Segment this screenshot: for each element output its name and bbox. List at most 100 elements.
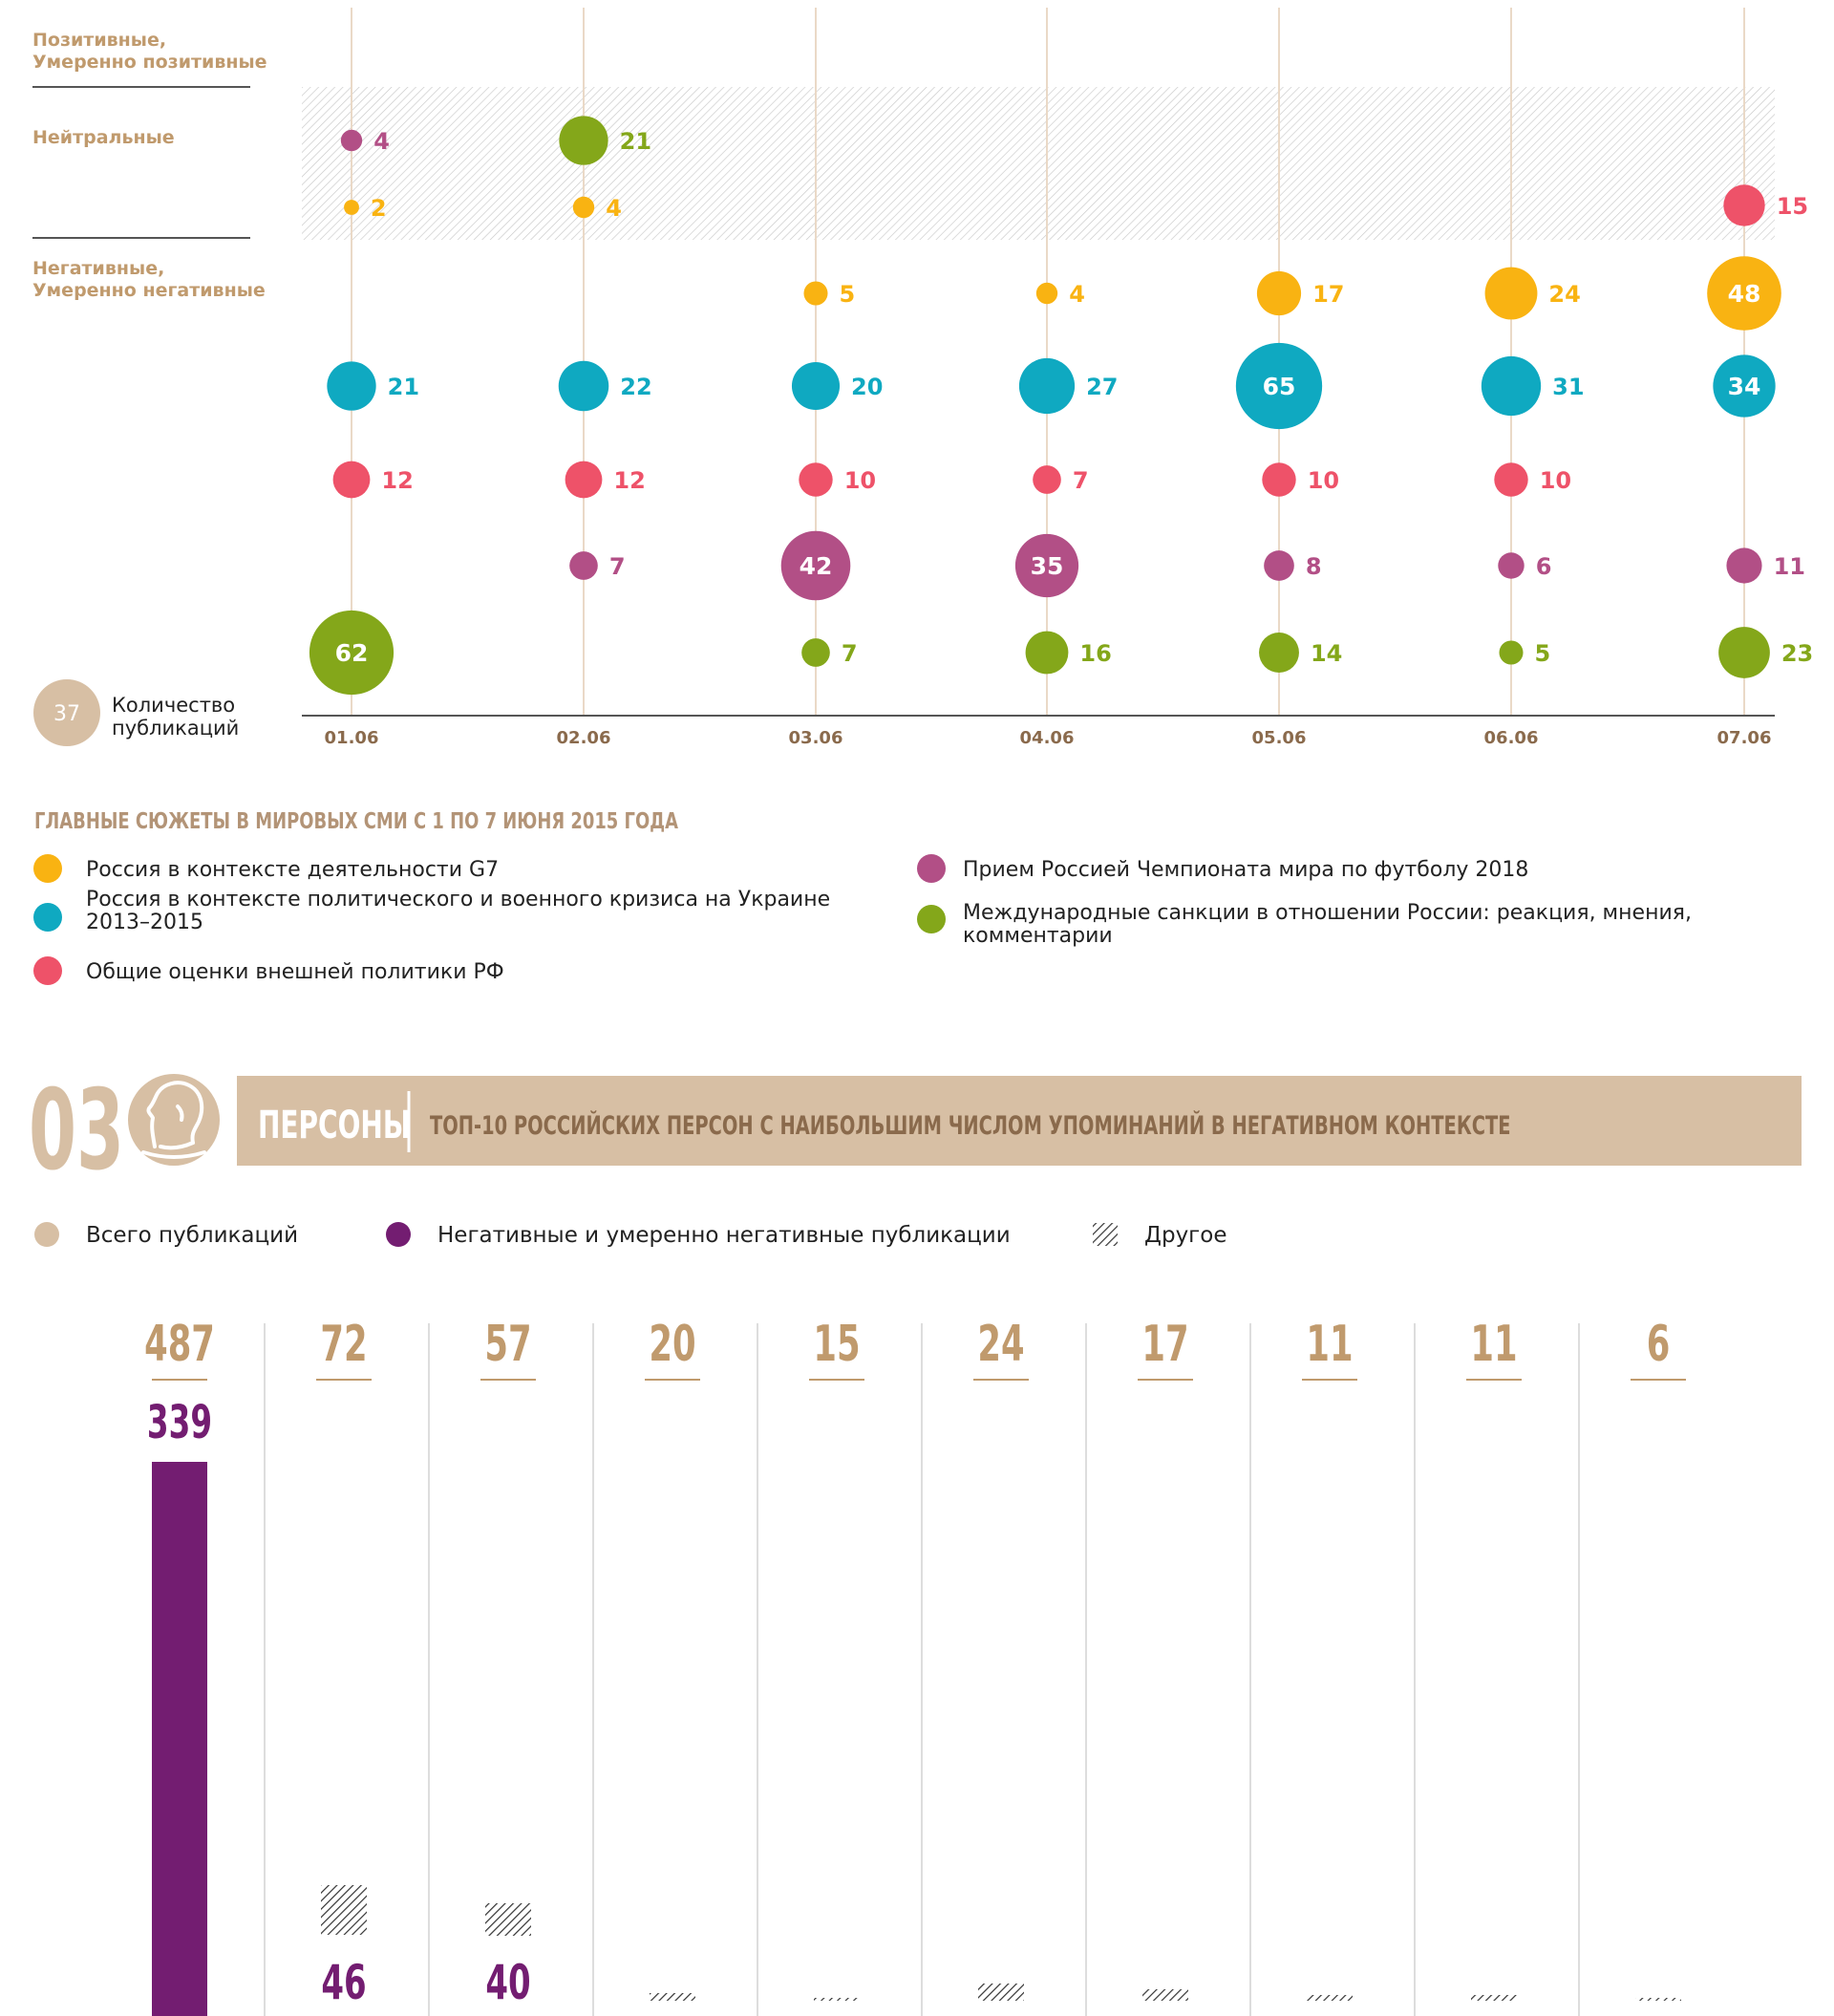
bubble-g7 <box>1256 270 1302 316</box>
bubble-value-label: 42 <box>800 552 833 580</box>
x-tick-label: 06.06 <box>1484 728 1539 748</box>
total-value-label: 11 <box>1470 1316 1517 1373</box>
bubble-g7 <box>1035 282 1058 305</box>
bubble-value-label: 7 <box>842 640 858 667</box>
other-bar <box>1142 1989 1188 2001</box>
bubble-value-label: 48 <box>1728 280 1761 308</box>
topic-legend-label-g7: Россия в контексте деятельности G7 <box>86 858 499 882</box>
bubble-worldcup <box>1264 550 1294 581</box>
bubble-ukraine <box>558 360 609 412</box>
tonality-axis: Позитивные, Умеренно позитивные Нейтральн… <box>32 30 267 301</box>
bubble-value-label: 4 <box>373 128 390 155</box>
total-value-label: 24 <box>977 1316 1024 1373</box>
bubble-value-label: 20 <box>851 374 883 400</box>
x-tick-label: 05.06 <box>1252 728 1307 748</box>
bubble-g7 <box>572 196 595 219</box>
total-value-label: 487 <box>144 1316 215 1373</box>
bubble-value-label: 8 <box>1306 553 1322 580</box>
bubble-value-label: 16 <box>1079 640 1111 667</box>
bubble-ukraine <box>1713 354 1776 418</box>
size-legend-value: 37 <box>53 702 80 726</box>
topic-legend-dot-ukraine <box>33 903 62 932</box>
bubble-worldcup <box>1014 533 1079 598</box>
bubble-value-label: 10 <box>1540 467 1571 494</box>
total-value-label: 17 <box>1141 1316 1188 1373</box>
bubble-value-label: 31 <box>1552 374 1584 400</box>
bubble-value-label: 23 <box>1781 640 1813 667</box>
neutral-tonality-label: Нейтральные <box>32 127 175 148</box>
x-tick-label: 04.06 <box>1020 728 1075 748</box>
bubble-value-label: 5 <box>840 281 856 308</box>
bubble-ukraine <box>327 361 376 411</box>
x-tick-label: 03.06 <box>789 728 843 748</box>
bubble-ukraine <box>1481 355 1542 417</box>
other-bar <box>485 1903 531 1936</box>
bubble-sanctions <box>1025 631 1069 675</box>
bubble-value-label: 4 <box>606 195 622 222</box>
bubble-value-label: 34 <box>1728 373 1761 400</box>
bubble-worldcup <box>340 129 363 152</box>
bubble-value-label: 21 <box>620 128 651 155</box>
bubble-g7 <box>1707 256 1781 331</box>
x-axis-tick-labels: 01.06 02.06 03.06 04.06 05.06 06.06 07.06 <box>325 728 1772 748</box>
bubble-value-label: 11 <box>1774 553 1805 580</box>
bubble-value-label: 4 <box>1069 281 1085 308</box>
bubble-foreign <box>1723 184 1765 226</box>
negative-value-label: 46 <box>321 1955 366 2010</box>
bubble-value-label: 2 <box>371 195 387 222</box>
bubble-worldcup <box>1498 552 1525 579</box>
person-head-icon <box>141 1081 206 1159</box>
bubble-sanctions <box>1718 627 1770 678</box>
bubble-foreign <box>1494 462 1528 497</box>
negative-value-label: 40 <box>485 1955 530 2010</box>
negative-legend-dot <box>386 1222 411 1247</box>
other-bar <box>978 1984 1024 2001</box>
other-bar <box>1471 1995 1517 2001</box>
other-bar <box>1635 1998 1681 2001</box>
topic-legend-dot-g7 <box>33 854 62 883</box>
x-tick-label: 01.06 <box>325 728 379 748</box>
bubble-sanctions <box>309 610 395 696</box>
bubble-value-label: 24 <box>1548 281 1580 308</box>
x-tick-label: 02.06 <box>557 728 611 748</box>
size-legend-circle <box>33 679 100 746</box>
bubble-value-label: 15 <box>1777 193 1808 220</box>
size-legend-label: Количество публикаций <box>112 694 239 740</box>
total-value-label: 72 <box>320 1316 367 1373</box>
negative-value-label: 339 <box>147 1396 212 1449</box>
bubble-foreign <box>1033 465 1061 494</box>
neutral-band <box>302 87 1775 240</box>
topic-legend-label-sanctions: Международные санкции в отношении России… <box>963 901 1692 948</box>
bubble-value-label: 17 <box>1312 281 1344 308</box>
topic-legend-dot-worldcup <box>917 854 946 883</box>
bubble-worldcup <box>569 551 598 580</box>
bubble-value-label: 7 <box>609 553 626 580</box>
other-legend-label: Другое <box>1144 1223 1227 1248</box>
size-legend: 37 Количество публикаций <box>33 679 239 746</box>
bubble-foreign <box>565 461 603 499</box>
bubble-sanctions <box>1499 640 1524 665</box>
negative-bar <box>152 1462 207 2016</box>
section-header: 03 ПЕРСОНЫ ТОП-10 РОССИЙСКИХ ПЕРСОН С НА… <box>29 1065 1802 1195</box>
section-number: 03 <box>29 1065 124 1195</box>
total-value-label: 20 <box>649 1316 695 1373</box>
bubble-value-label: 14 <box>1311 640 1342 667</box>
total-value-label: 11 <box>1306 1316 1353 1373</box>
total-legend-label: Всего публикаций <box>86 1223 298 1248</box>
total-value-label: 57 <box>484 1316 531 1373</box>
bubble-value-label: 5 <box>1535 640 1551 667</box>
total-value-label: 15 <box>813 1316 860 1373</box>
bubble-sanctions <box>1259 633 1299 673</box>
bubble-foreign <box>799 462 833 497</box>
other-legend-swatch <box>1093 1223 1118 1246</box>
topic-legend-label-worldcup: Прием Россией Чемпионата мира по футболу… <box>963 858 1528 882</box>
x-tick-label: 07.06 <box>1717 728 1772 748</box>
other-bar <box>1307 1995 1353 2001</box>
bubble-foreign <box>1262 462 1296 497</box>
total-value-label: 6 <box>1647 1316 1671 1373</box>
total-legend-dot <box>34 1222 59 1247</box>
bubble-value-label: 35 <box>1031 552 1064 580</box>
bubble-worldcup <box>1726 547 1762 584</box>
bubble-value-label: 7 <box>1073 467 1089 494</box>
